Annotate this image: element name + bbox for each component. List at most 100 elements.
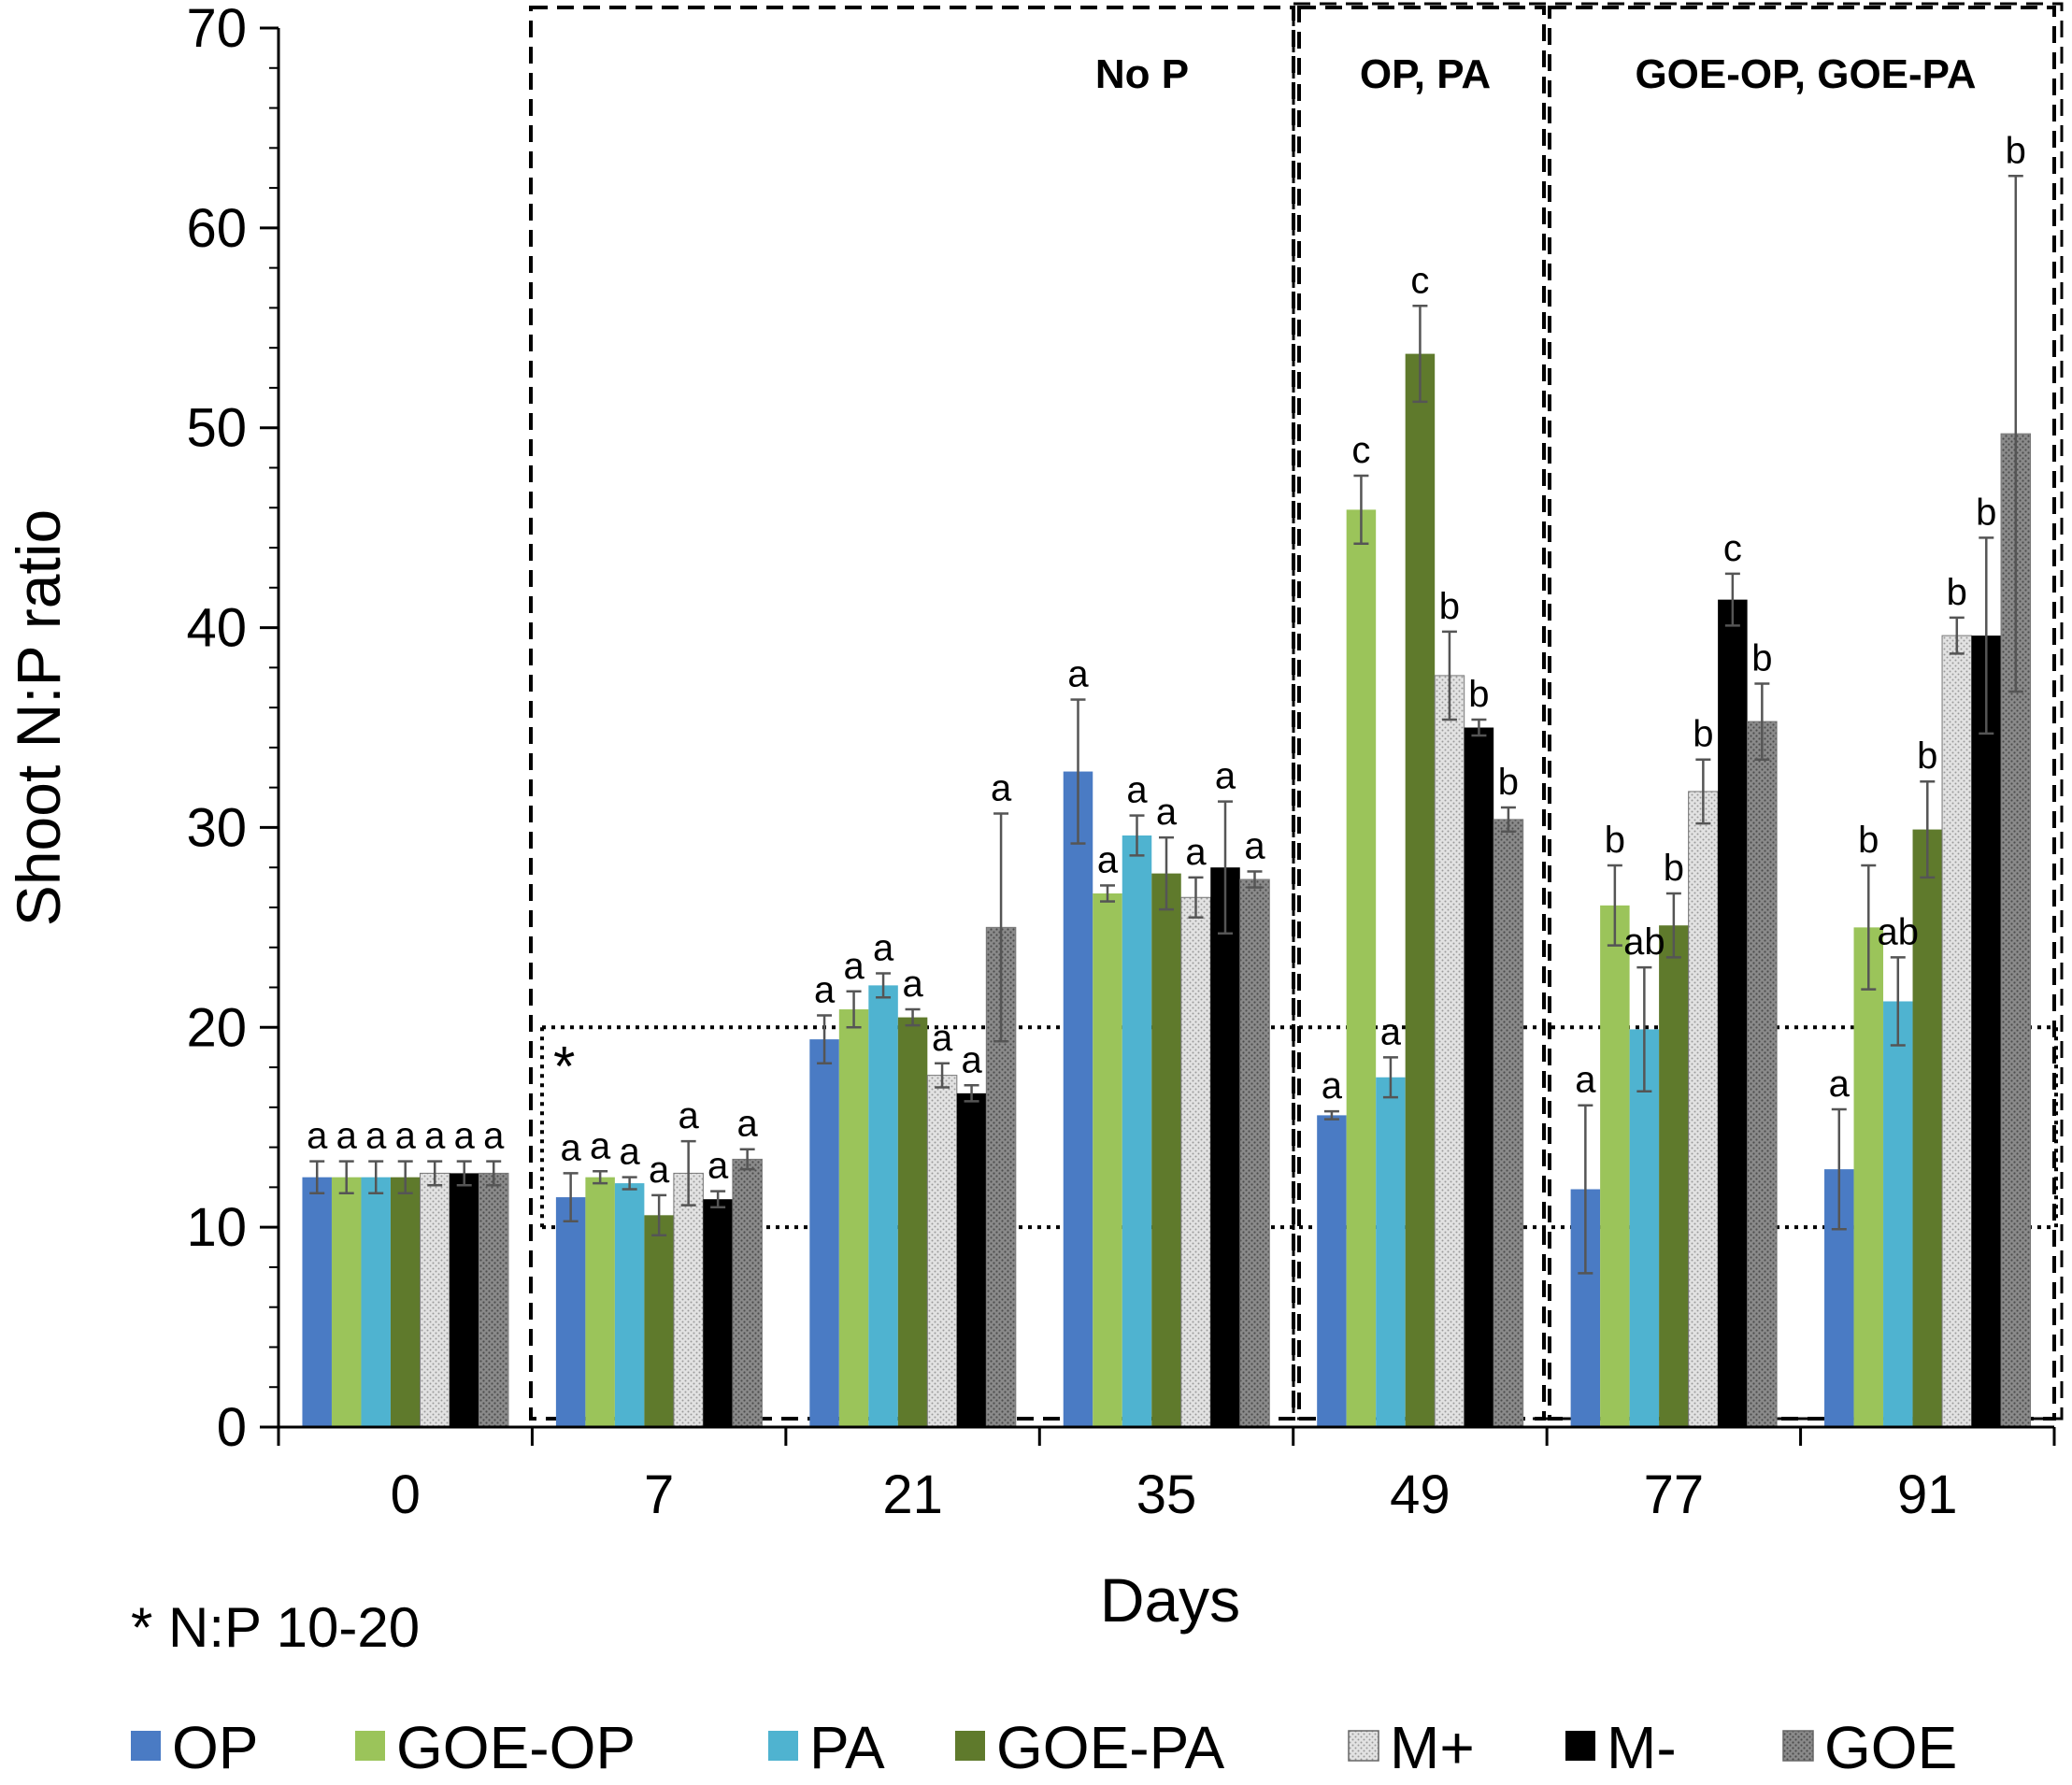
significance-label: b: [1468, 674, 1489, 715]
bar: [1122, 835, 1152, 1427]
y-tick-label: 40: [186, 598, 247, 659]
y-tick-label: 30: [186, 797, 247, 858]
x-ticks: 0 7 21 35 49 77 91: [277, 1427, 2056, 1525]
significance-label: a: [1126, 770, 1148, 811]
region-label-goe: GOE-OP, GOE-PA: [1635, 51, 1976, 97]
significance-label: c: [1351, 430, 1370, 471]
y-tick-label: 0: [217, 1397, 247, 1458]
bar: [1941, 635, 1973, 1428]
bar: [809, 1039, 839, 1427]
bar: [1883, 1001, 1913, 1427]
x-tick-label: 0: [391, 1464, 421, 1525]
significance-label: a: [1322, 1065, 1343, 1107]
bar: [1747, 721, 1778, 1428]
significance-label: c: [1410, 260, 1429, 301]
significance-label: b: [2006, 130, 2026, 171]
band-note: * N:P 10-20: [131, 1596, 420, 1659]
legend-label: OP: [172, 1714, 258, 1781]
legend: OP GOE-OP PA GOE-PA M+ M- GOE: [131, 1714, 1957, 1781]
significance-label: a: [1067, 654, 1089, 695]
significance-label: a: [336, 1116, 358, 1157]
significance-label: b: [1976, 492, 1996, 533]
significance-label: a: [1185, 832, 1207, 873]
bar: [1971, 635, 2002, 1427]
significance-label: b: [1947, 572, 1967, 613]
bar: [302, 1177, 332, 1427]
significance-label: a: [961, 1039, 982, 1080]
bar: [732, 1158, 763, 1428]
bar: [868, 985, 898, 1427]
bar: [361, 1177, 391, 1427]
bar: [1853, 927, 1884, 1427]
legend-label: GOE-PA: [996, 1714, 1225, 1781]
significance-label: a: [395, 1116, 417, 1157]
bar: [1063, 771, 1093, 1427]
x-tick-label: 7: [644, 1464, 674, 1525]
bar: [478, 1172, 509, 1428]
bar: [449, 1173, 479, 1427]
y-tick-label: 20: [186, 997, 247, 1058]
significance-label: a: [561, 1127, 582, 1168]
significance-label: a: [483, 1116, 505, 1157]
significance-label: ab: [1878, 911, 1920, 952]
significance-label: b: [1605, 820, 1625, 861]
significance-label: a: [649, 1150, 670, 1191]
x-tick-label: 91: [1897, 1464, 1958, 1525]
bar: [555, 1197, 586, 1427]
region-label-no-p: No P: [1095, 51, 1189, 97]
significance-label: a: [307, 1116, 328, 1157]
y-tick-label: 50: [186, 398, 247, 459]
significance-label: b: [1751, 637, 1772, 678]
bar: [1151, 873, 1181, 1427]
bar: [614, 1183, 645, 1427]
legend-label: PA: [809, 1714, 885, 1781]
significance-label: ab: [1623, 921, 1665, 963]
bar: [1659, 925, 1689, 1427]
region-box-goe: [1548, 6, 2056, 1421]
bar: [1376, 1077, 1406, 1427]
legend-label: M+: [1390, 1714, 1475, 1781]
bar: [1629, 1029, 1660, 1427]
x-axis-title: Days: [1100, 1565, 1240, 1635]
bar: [1464, 727, 1494, 1427]
significance-label: a: [737, 1104, 759, 1145]
bar: [1912, 829, 1943, 1427]
x-tick-label: 21: [882, 1464, 943, 1525]
bar: [1718, 599, 1748, 1427]
legend-label: GOE: [1824, 1714, 1957, 1781]
significance-label: b: [1664, 848, 1684, 889]
legend-swatch: [768, 1731, 798, 1761]
significance-label: b: [1858, 820, 1879, 861]
significance-label: a: [590, 1125, 611, 1166]
bar: [1317, 1115, 1347, 1427]
bar: [1688, 791, 1719, 1428]
bar: [1093, 893, 1122, 1427]
bar: [390, 1177, 421, 1427]
bar: [1210, 867, 1240, 1427]
significance-label: a: [620, 1132, 641, 1173]
bar: [926, 1075, 958, 1428]
bar: [419, 1172, 450, 1428]
bar: [956, 1092, 987, 1427]
significance-label: a: [365, 1116, 387, 1157]
significance-label: a: [679, 1095, 700, 1136]
y-ticks: 0 10 20 30 40 50 60 70: [186, 0, 279, 1458]
x-tick-label: 35: [1136, 1464, 1197, 1525]
significance-label: a: [424, 1116, 446, 1157]
x-tick-label: 77: [1644, 1464, 1705, 1525]
bar: [644, 1215, 674, 1427]
significance-label: a: [873, 928, 894, 969]
y-axis-title: Shoot N:P ratio: [4, 509, 73, 926]
significance-label: b: [1439, 586, 1460, 627]
legend-swatch: [131, 1731, 161, 1761]
bar: [331, 1177, 362, 1427]
bar: [1434, 675, 1465, 1428]
significance-label: a: [1156, 792, 1178, 833]
y-tick-label: 60: [186, 198, 247, 259]
bar: [838, 1009, 869, 1427]
significance-label: a: [1097, 839, 1119, 880]
bar: [1405, 353, 1436, 1427]
significance-label: a: [814, 969, 836, 1010]
axes: 0 10 20 30 40 50 60 70 0 7 21 35 49 77 91: [186, 0, 2056, 1525]
